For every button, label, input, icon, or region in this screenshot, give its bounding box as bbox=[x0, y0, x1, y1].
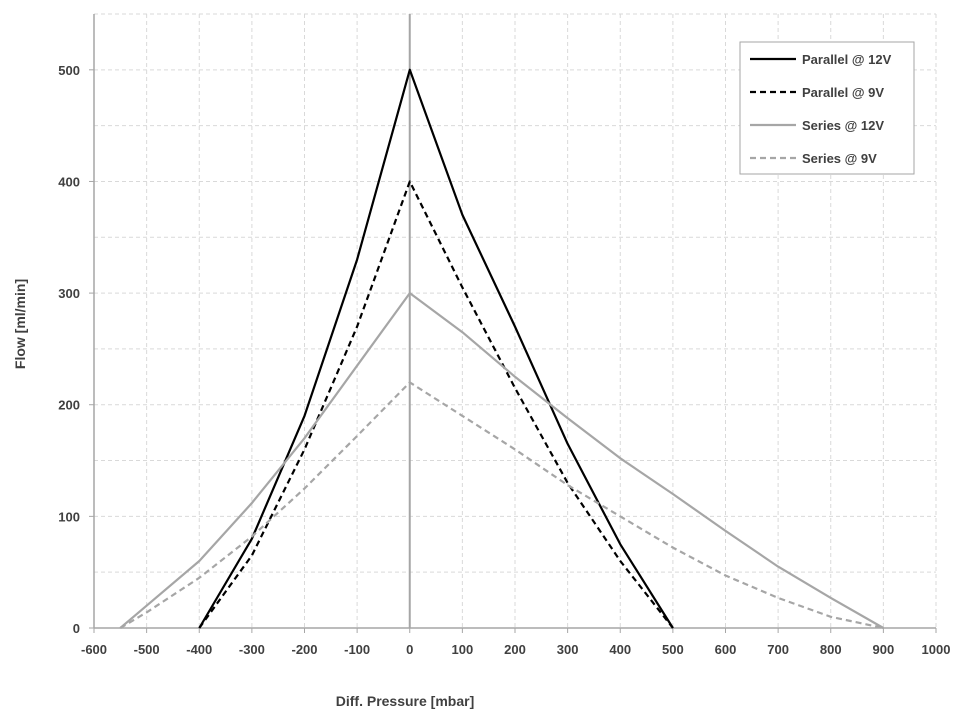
tick-labels: -600 -500 -400 -300 -200 -100 0 100 200 300 400 500… bbox=[58, 63, 950, 657]
x-tick-label: 400 bbox=[609, 642, 631, 657]
y-axis-title: Flow [ml/min] bbox=[12, 279, 28, 369]
x-tick-label: 500 bbox=[662, 642, 684, 657]
x-tick-label: 0 bbox=[406, 642, 413, 657]
series-line-1 bbox=[198, 180, 674, 629]
x-tick-label: 900 bbox=[873, 642, 895, 657]
x-tick-label: 800 bbox=[820, 642, 842, 657]
y-tick-label: 500 bbox=[58, 63, 80, 78]
x-tick-label: 300 bbox=[557, 642, 579, 657]
grid bbox=[93, 13, 937, 628]
x-tick-label: -300 bbox=[239, 642, 265, 657]
x-tick-label: -100 bbox=[344, 642, 370, 657]
y-tick-label: 400 bbox=[58, 174, 80, 189]
x-tick-label: -500 bbox=[134, 642, 160, 657]
x-tick-label: 700 bbox=[767, 642, 789, 657]
legend-label: Parallel @ 9V bbox=[802, 85, 884, 100]
series-line-3 bbox=[119, 381, 884, 630]
legend-label: Parallel @ 12V bbox=[802, 52, 892, 67]
axes bbox=[89, 14, 937, 633]
y-tick-label: 100 bbox=[58, 509, 80, 524]
y-tick-label: 200 bbox=[58, 398, 80, 413]
legend: Parallel @ 12V Parallel @ 9V Series @ 12V S… bbox=[739, 41, 915, 175]
y-tick-label: 300 bbox=[58, 286, 80, 301]
y-tick-label: 0 bbox=[73, 621, 80, 636]
series-line-2 bbox=[119, 292, 884, 629]
x-axis-title: Diff. Pressure [mbar] bbox=[336, 693, 474, 709]
x-tick-label: 100 bbox=[452, 642, 474, 657]
x-tick-label: 200 bbox=[504, 642, 526, 657]
x-tick-label: -400 bbox=[186, 642, 212, 657]
legend-box bbox=[739, 41, 915, 175]
x-tick-label: 1000 bbox=[922, 642, 951, 657]
x-tick-label: 600 bbox=[715, 642, 737, 657]
legend-label: Series @ 12V bbox=[802, 118, 884, 133]
x-tick-label: -200 bbox=[291, 642, 317, 657]
legend-label: Series @ 9V bbox=[802, 151, 877, 166]
x-tick-label: -600 bbox=[81, 642, 107, 657]
series-line-0 bbox=[198, 68, 674, 629]
series-lines bbox=[119, 68, 884, 630]
